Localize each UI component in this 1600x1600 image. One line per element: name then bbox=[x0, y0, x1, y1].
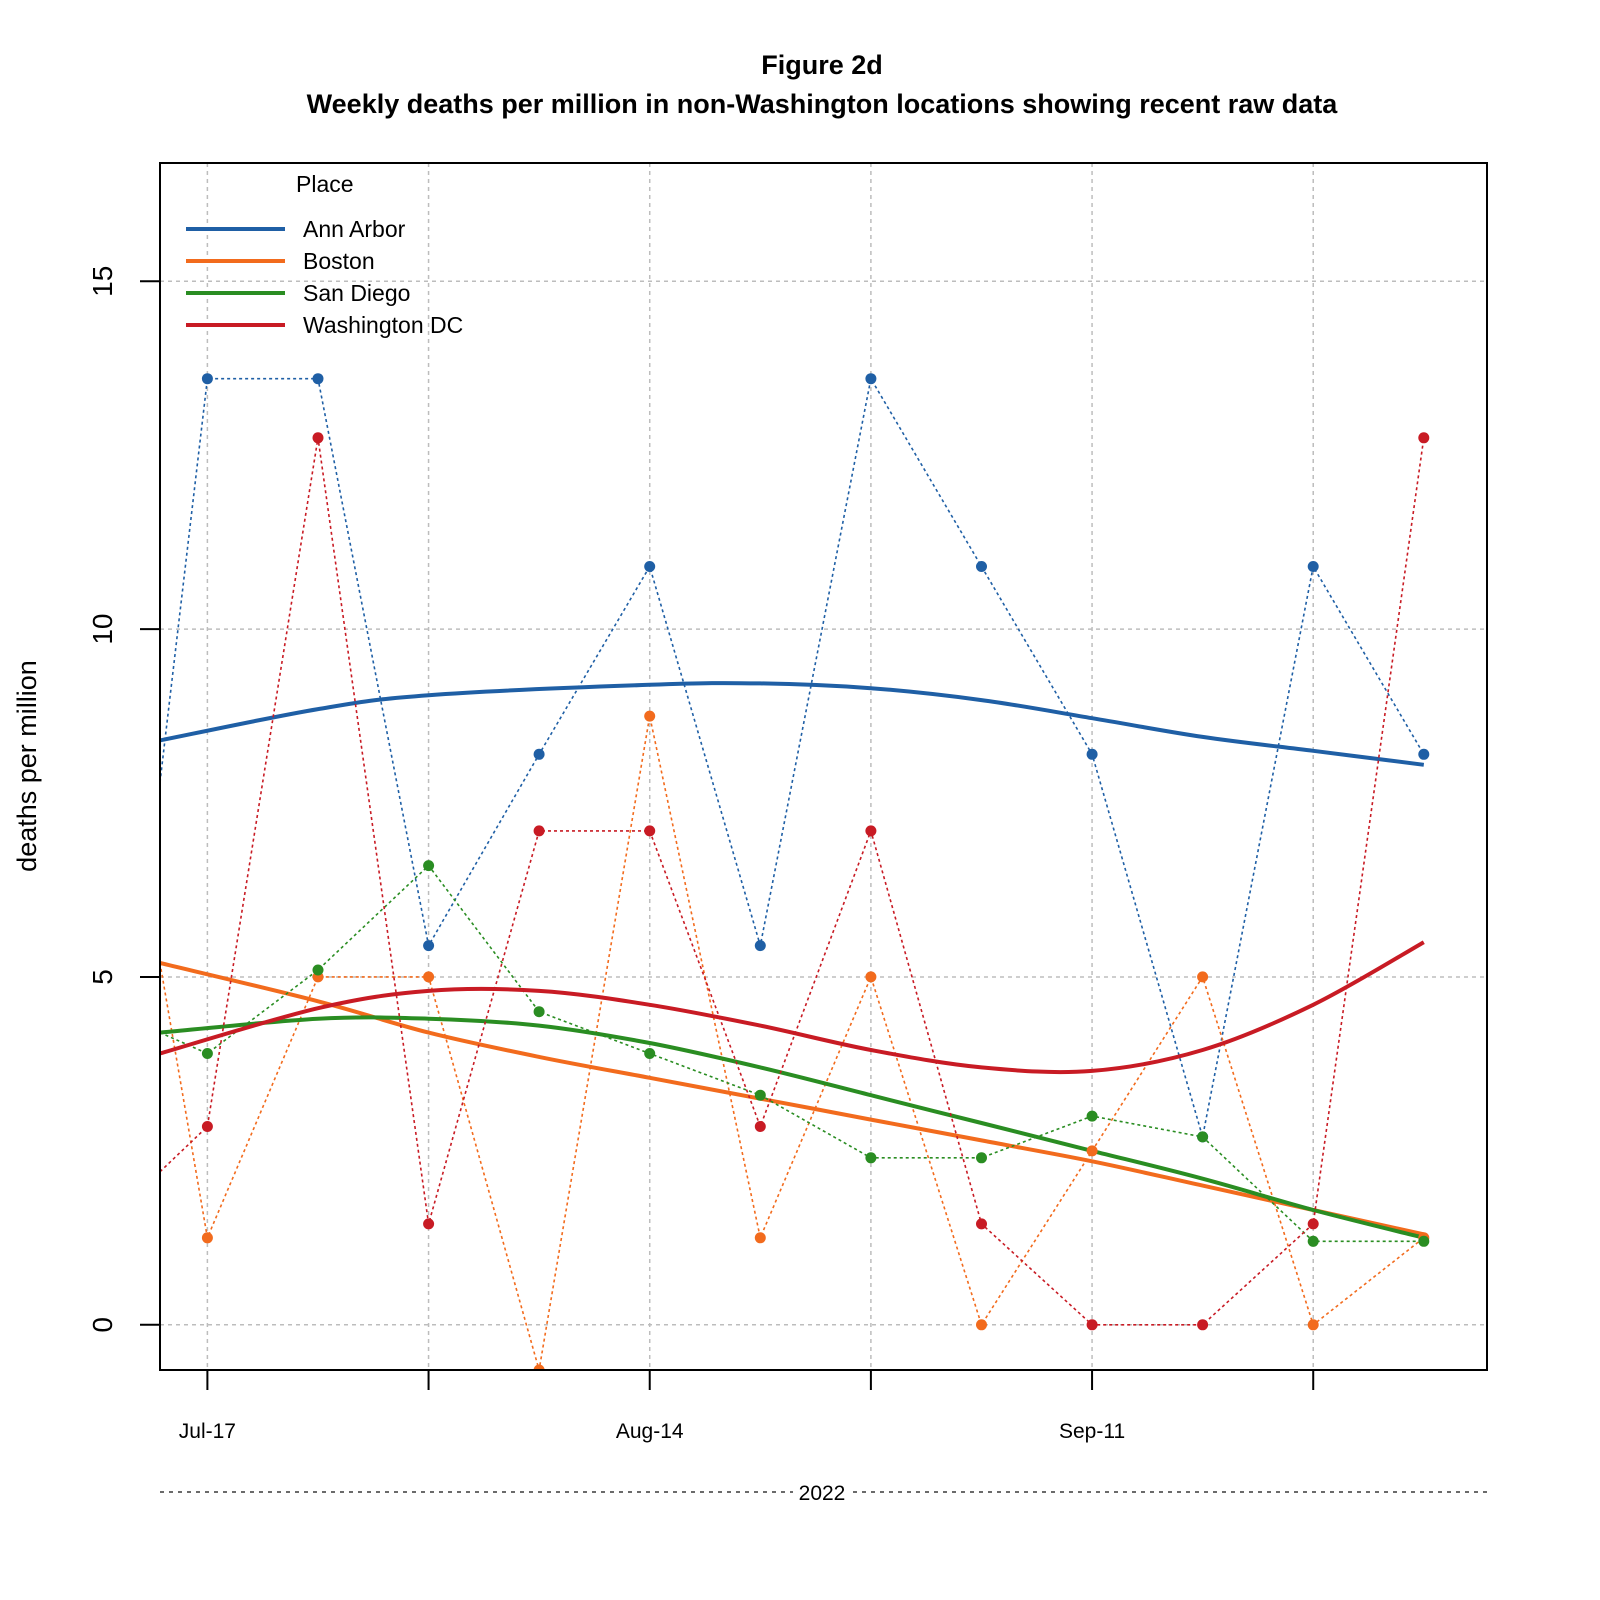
point-san-diego-6 bbox=[865, 1152, 877, 1164]
series-layer bbox=[160, 373, 1430, 1370]
y-tick-label-2: 10 bbox=[87, 614, 118, 645]
point-washington-dc-4 bbox=[644, 825, 656, 837]
y-tick-label-3: 15 bbox=[87, 266, 118, 297]
point-ann-arbor-11 bbox=[1418, 748, 1430, 760]
point-boston-4 bbox=[644, 710, 656, 722]
point-washington-dc-5 bbox=[754, 1121, 766, 1132]
point-washington-dc-8 bbox=[1086, 1319, 1098, 1331]
trend-line-san-diego bbox=[160, 1015, 1425, 1240]
point-boston-2 bbox=[423, 971, 435, 983]
point-ann-arbor-6 bbox=[865, 373, 877, 385]
chart-title: Figure 2d bbox=[761, 50, 883, 80]
legend-label-san-diego: San Diego bbox=[303, 280, 410, 306]
x-tick-label-2: Aug-14 bbox=[616, 1420, 684, 1443]
point-boston-9 bbox=[1197, 971, 1209, 983]
chart-subtitle: Weekly deaths per million in non-Washing… bbox=[307, 89, 1339, 119]
point-washington-dc-2 bbox=[423, 1218, 435, 1230]
point-ann-arbor-8 bbox=[1086, 748, 1098, 760]
raw-line-san-diego bbox=[160, 864, 1424, 1243]
point-washington-dc-7 bbox=[976, 1218, 987, 1230]
point-boston-5 bbox=[754, 1232, 766, 1244]
axes: Jul-17 Aug-14 Sep-11 0 5 10 15 bbox=[87, 266, 1315, 1443]
point-washington-dc-0 bbox=[201, 1121, 213, 1132]
point-san-diego-1 bbox=[312, 964, 324, 976]
x-tick-label-4: Sep-11 bbox=[1059, 1420, 1125, 1443]
trend-line-ann-arbor bbox=[160, 681, 1425, 767]
legend-label-boston: Boston bbox=[303, 248, 375, 274]
point-san-diego-11 bbox=[1418, 1235, 1430, 1247]
grid bbox=[160, 163, 1487, 1370]
trend-line-washington-dc bbox=[160, 940, 1425, 1075]
point-san-diego-5 bbox=[754, 1089, 766, 1101]
point-san-diego-4 bbox=[644, 1048, 656, 1059]
y-tick-label-0: 0 bbox=[87, 1317, 118, 1333]
point-washington-dc-11 bbox=[1418, 432, 1430, 444]
point-san-diego-3 bbox=[533, 1006, 545, 1018]
point-ann-arbor-1 bbox=[312, 373, 324, 385]
point-ann-arbor-7 bbox=[976, 561, 987, 572]
point-boston-0 bbox=[201, 1232, 213, 1244]
point-washington-dc-6 bbox=[865, 825, 877, 837]
y-tick-label-1: 5 bbox=[87, 969, 118, 985]
legend-label-ann-arbor: Ann Arbor bbox=[303, 216, 406, 242]
point-boston-6 bbox=[865, 971, 877, 983]
year-label: 2022 bbox=[799, 1482, 846, 1505]
point-san-diego-10 bbox=[1307, 1235, 1319, 1247]
x-tick-label-0: Jul-17 bbox=[179, 1420, 236, 1443]
point-san-diego-2 bbox=[423, 860, 435, 872]
point-boston-7 bbox=[976, 1319, 987, 1331]
point-ann-arbor-5 bbox=[754, 940, 766, 952]
plot-frame bbox=[159, 162, 1488, 1371]
legend-title: Place bbox=[296, 171, 354, 197]
point-boston-3 bbox=[533, 1364, 545, 1370]
point-washington-dc-1 bbox=[312, 432, 324, 444]
point-ann-arbor-0 bbox=[201, 373, 213, 385]
point-boston-10 bbox=[1307, 1319, 1319, 1331]
legend-label-washington-dc: Washington DC bbox=[303, 312, 463, 338]
point-ann-arbor-10 bbox=[1307, 561, 1319, 572]
point-ann-arbor-2 bbox=[423, 940, 435, 952]
year-label-bg bbox=[793, 1478, 851, 1506]
trend-line-boston bbox=[160, 961, 1425, 1237]
raw-line-ann-arbor bbox=[160, 376, 1425, 1138]
point-washington-dc-10 bbox=[1307, 1218, 1319, 1230]
y-axis-label: deaths per million bbox=[12, 660, 42, 872]
point-boston-8 bbox=[1086, 1145, 1098, 1157]
legend: Place Ann Arbor Boston San Diego Washington… bbox=[186, 171, 463, 338]
point-san-diego-0 bbox=[201, 1048, 213, 1059]
point-ann-arbor-3 bbox=[533, 748, 545, 760]
point-san-diego-9 bbox=[1197, 1131, 1209, 1143]
point-san-diego-7 bbox=[976, 1152, 987, 1164]
point-san-diego-8 bbox=[1086, 1110, 1098, 1122]
point-ann-arbor-4 bbox=[644, 561, 656, 572]
point-washington-dc-3 bbox=[533, 825, 545, 837]
point-washington-dc-9 bbox=[1197, 1319, 1209, 1331]
